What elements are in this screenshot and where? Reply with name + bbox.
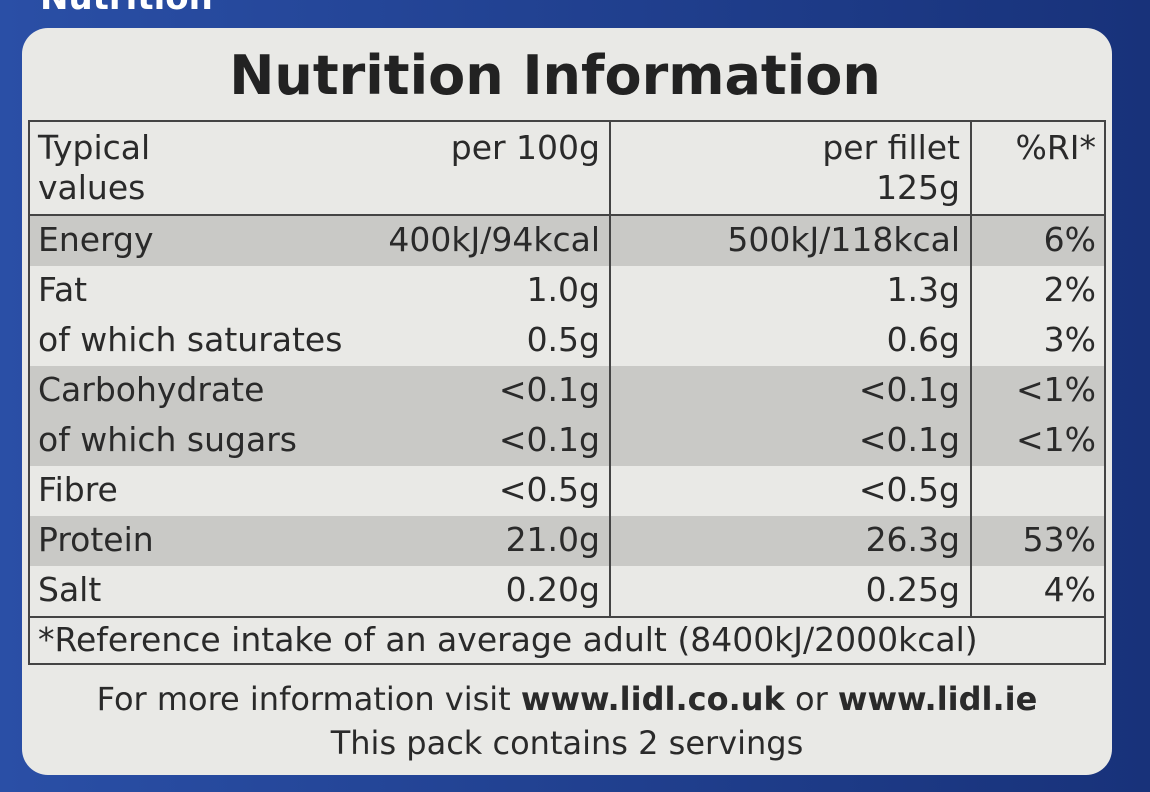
cell-value: <0.1g xyxy=(858,370,960,409)
nutrition-table: Typical values per 100g per fillet 125g %RI… xyxy=(28,120,1106,665)
website: www.lidl.ie xyxy=(837,680,1038,718)
cell-value: 0.6g xyxy=(886,320,960,359)
cell-value: <1% xyxy=(1015,420,1096,459)
row-shade xyxy=(30,516,1104,566)
cell-value: <0.1g xyxy=(498,420,600,459)
row-label: of which sugars xyxy=(38,420,297,459)
cell-value: <0.5g xyxy=(858,470,960,509)
row-label: Carbohydrate xyxy=(38,370,265,409)
column-header: per 100g xyxy=(450,128,600,167)
cell-value: 21.0g xyxy=(505,520,600,559)
cell-value: 4% xyxy=(1043,570,1096,609)
cell-value: <0.5g xyxy=(498,470,600,509)
cell-value: <0.1g xyxy=(858,420,960,459)
row-label: of which saturates xyxy=(38,320,343,359)
cell-value: 0.20g xyxy=(505,570,600,609)
cell-value: 1.3g xyxy=(886,270,960,309)
cell-value: 2% xyxy=(1043,270,1096,309)
cell-value: 3% xyxy=(1043,320,1096,359)
column-header: per fillet 125g xyxy=(822,128,960,207)
row-label: Fat xyxy=(38,270,88,309)
grid-line xyxy=(970,122,972,616)
grid-line xyxy=(30,214,1104,216)
footer-text: or xyxy=(784,680,838,718)
cell-value: 1.0g xyxy=(526,270,600,309)
cell-value: <0.1g xyxy=(498,370,600,409)
cell-value: 500kJ/118kcal xyxy=(727,220,960,259)
row-label: Fibre xyxy=(38,470,118,509)
row-shade xyxy=(30,366,1104,416)
title: Nutrition Information xyxy=(229,44,881,107)
cell-value: 6% xyxy=(1043,220,1096,259)
cell-value: 400kJ/94kcal xyxy=(388,220,600,259)
row-label: Salt xyxy=(38,570,102,609)
row-shade xyxy=(30,416,1104,466)
footnote: *Reference intake of an average adult (8… xyxy=(38,620,978,659)
cell-value: <1% xyxy=(1015,370,1096,409)
row-label: Energy xyxy=(38,220,154,259)
grid-line xyxy=(30,616,1104,618)
row-shade xyxy=(30,216,1104,266)
footer-line: For more information visit www.lidl.co.u… xyxy=(0,680,1134,718)
column-header: Typical values xyxy=(38,128,151,207)
footer-line: This pack contains 2 servings xyxy=(330,724,804,762)
cell-value: 0.5g xyxy=(526,320,600,359)
cell-value: 0.25g xyxy=(865,570,960,609)
row-label: Protein xyxy=(38,520,154,559)
column-header: %RI* xyxy=(1015,128,1096,167)
website: www.lidl.co.uk xyxy=(520,680,785,718)
grid-line xyxy=(609,122,611,616)
cell-value: 26.3g xyxy=(865,520,960,559)
tab-label: Nutrition xyxy=(40,0,213,18)
footer-text: For more information visit xyxy=(96,680,521,718)
cell-value: 53% xyxy=(1022,520,1096,559)
